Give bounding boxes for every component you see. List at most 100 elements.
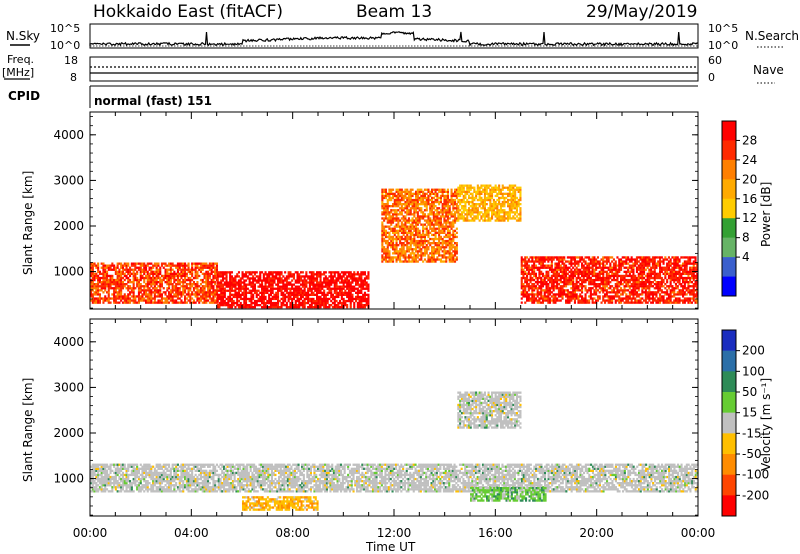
scatter-cell	[411, 192, 414, 195]
scatter-cell	[402, 244, 405, 247]
scatter-cell	[527, 268, 530, 271]
scatter-cell	[595, 301, 598, 304]
scatter-cell	[162, 297, 165, 300]
scatter-cell	[427, 229, 430, 232]
scatter-cell	[95, 291, 98, 294]
scatter-cell	[460, 207, 463, 210]
scatter-cell	[397, 223, 400, 226]
scatter-cell	[277, 304, 280, 307]
scatter-cell	[593, 285, 596, 288]
scatter-cell	[383, 219, 386, 222]
scatter-cell	[157, 274, 160, 278]
scatter-cell	[308, 281, 311, 284]
scatter-cell	[218, 301, 221, 305]
scatter-cell	[514, 196, 517, 200]
scatter-cell	[507, 200, 510, 204]
scatter-cell	[273, 277, 276, 280]
scatter-cell	[130, 287, 133, 290]
scatter-cell	[152, 266, 155, 269]
scatter-cell	[222, 279, 225, 282]
scatter-cell	[630, 268, 633, 271]
scatter-cell	[416, 215, 419, 218]
scatter-cell	[201, 266, 204, 269]
scatter-cell	[102, 270, 105, 273]
scatter-cell	[406, 225, 409, 228]
scatter-cell	[399, 242, 402, 245]
scatter-cell	[390, 192, 393, 195]
scatter-cell	[473, 209, 476, 212]
scatter-cell	[545, 272, 548, 275]
scatter-cell	[280, 293, 283, 296]
scatter-cell	[298, 279, 301, 282]
scatter-cell	[425, 209, 428, 212]
scatter-cell	[386, 205, 389, 208]
scatter-cell	[191, 297, 194, 300]
scatter-cell	[471, 203, 474, 206]
scatter-cell	[402, 242, 405, 245]
scatter-cell	[232, 301, 235, 305]
scatter-cell	[386, 203, 389, 206]
scatter-cell	[100, 297, 103, 300]
scatter-cell	[520, 262, 523, 265]
scatter-cell	[434, 231, 437, 234]
scatter-cell	[538, 276, 541, 280]
scatter-cell	[160, 262, 163, 265]
scatter-cell	[130, 264, 133, 267]
scatter-cell	[531, 276, 534, 280]
scatter-cell	[485, 203, 488, 206]
scatter-cell	[531, 256, 534, 259]
scatter-cell	[422, 227, 425, 230]
scatter-cell	[496, 194, 499, 198]
scatter-cell	[316, 271, 319, 274]
scatter-cell	[277, 306, 280, 309]
scatter-cell	[496, 209, 499, 212]
scatter-cell	[604, 281, 607, 284]
scatter-cell	[116, 283, 119, 286]
scatter-cell	[540, 291, 543, 294]
scatter-cell	[591, 256, 594, 259]
scatter-cell	[533, 293, 536, 296]
scatter-cell	[581, 297, 584, 300]
scatter-cell	[125, 287, 128, 290]
scatter-cell	[187, 276, 190, 280]
scatter-cell	[416, 219, 419, 222]
scatter-cell	[475, 209, 478, 212]
scatter-cell	[431, 211, 434, 214]
scatter-cell	[468, 186, 471, 189]
scatter-cell	[166, 299, 169, 302]
scatter-cell	[436, 246, 439, 249]
scatter-cell	[222, 273, 225, 276]
scatter-cell	[155, 287, 158, 290]
scatter-cell	[540, 281, 543, 284]
scatter-cell	[153, 272, 156, 275]
scatter-cell	[411, 207, 414, 210]
scatter-cell	[563, 285, 566, 288]
scatter-cell	[634, 287, 637, 290]
scatter-cell	[538, 274, 541, 278]
scatter-cell	[264, 283, 267, 286]
scatter-cell	[308, 299, 311, 303]
scatter-cell	[168, 287, 171, 290]
scatter-cell	[556, 297, 559, 300]
scatter-cell	[541, 256, 544, 259]
scatter-cell	[404, 211, 407, 214]
scatter-cell	[448, 205, 451, 208]
scatter-cell	[201, 268, 204, 271]
scatter-cell	[346, 271, 349, 274]
scatter-cell	[452, 215, 455, 218]
scatter-cell	[593, 256, 596, 259]
scatter-cell	[584, 256, 587, 259]
scatter-cell	[160, 278, 163, 282]
scatter-cell	[443, 209, 446, 212]
scatter-cell	[185, 287, 188, 290]
scatter-cell	[432, 207, 435, 210]
scatter-cell	[483, 211, 486, 214]
scatter-cell	[381, 196, 384, 200]
scatter-cell	[395, 223, 398, 226]
scatter-cell	[381, 213, 384, 216]
scatter-cell	[97, 287, 100, 290]
scatter-cell	[157, 270, 160, 273]
scatter-cell	[168, 278, 171, 282]
scatter-cell	[227, 299, 230, 303]
scatter-cell	[455, 188, 458, 191]
